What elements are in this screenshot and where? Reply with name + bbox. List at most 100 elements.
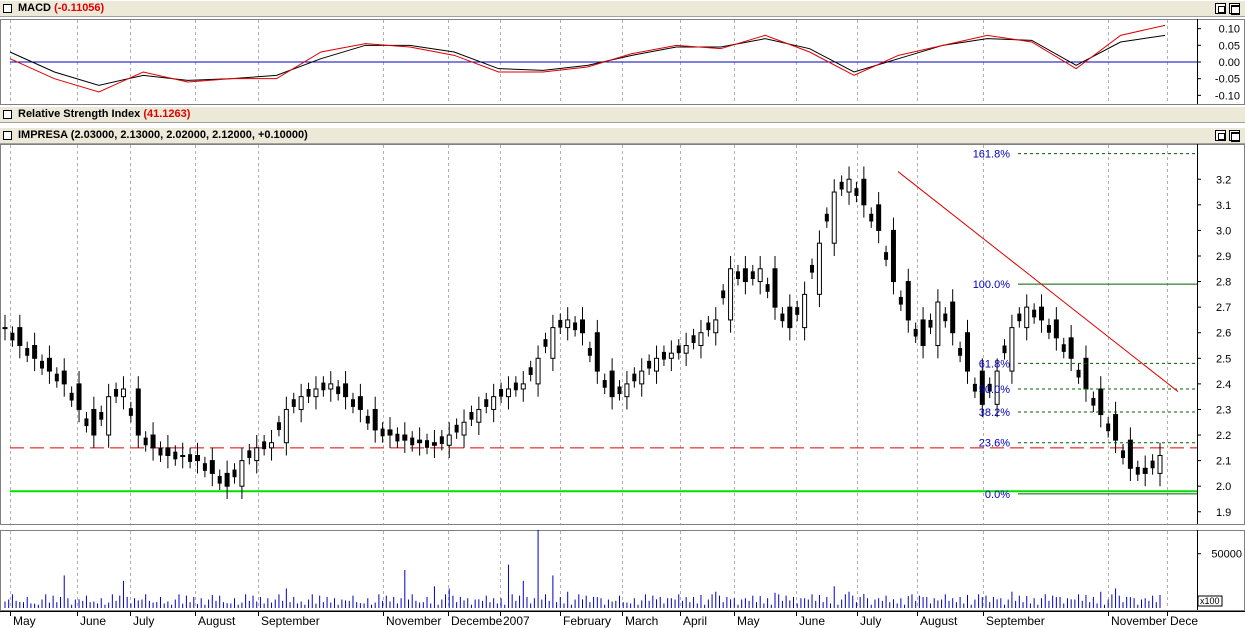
- price-bar: [1120, 450, 1125, 459]
- price-restore-button[interactable]: [1215, 130, 1226, 141]
- price-bar: [1024, 306, 1030, 329]
- price-bar: [558, 319, 563, 328]
- price-bar: [668, 352, 674, 359]
- price-bar: [972, 383, 977, 392]
- price-bar: [846, 178, 852, 193]
- price-bar: [1150, 460, 1155, 469]
- price-bar: [728, 268, 734, 321]
- macd-restore-button[interactable]: [1215, 3, 1226, 14]
- price-bar: [757, 268, 763, 283]
- price-bar: [713, 319, 719, 334]
- price-bar: [543, 339, 548, 347]
- x-tick-label: May: [13, 614, 36, 628]
- price-bar: [950, 301, 956, 334]
- price-bar: [232, 469, 237, 478]
- price-bar: [639, 370, 645, 385]
- price-bar: [1142, 467, 1148, 474]
- price-bar: [357, 396, 363, 410]
- macd-titlebar: MACD (-0.11056): [0, 0, 1245, 17]
- price-bar: [454, 424, 459, 433]
- price-bar: [173, 451, 178, 460]
- price-bar: [217, 475, 222, 484]
- x-tick-label: April: [683, 614, 707, 628]
- x-tick-label: August: [920, 614, 958, 628]
- price-bar: [239, 460, 245, 487]
- x-tick-label: August: [198, 614, 236, 628]
- price-bar: [706, 322, 711, 331]
- price-bar: [802, 293, 808, 329]
- price-bar: [987, 383, 992, 392]
- price-bar: [535, 357, 541, 385]
- price-bar: [106, 396, 112, 436]
- price-bar: [1039, 306, 1045, 321]
- price-bar: [654, 357, 660, 372]
- price-bar: [787, 306, 793, 329]
- fib-level-label: 100.0%: [973, 279, 1011, 291]
- price-bar: [580, 319, 585, 334]
- price-bar: [876, 204, 882, 231]
- price-bar: [602, 380, 607, 388]
- price-bar: [188, 454, 193, 462]
- price-bar: [54, 373, 59, 382]
- price-ytick-label: 3.2: [1216, 174, 1231, 186]
- price-bar: [935, 301, 941, 347]
- price-bar: [417, 439, 423, 444]
- price-bar: [25, 348, 30, 356]
- price-bar: [269, 442, 275, 449]
- price-bar: [513, 382, 518, 391]
- price-bar: [913, 328, 918, 337]
- price-bar: [824, 213, 829, 222]
- fib-level-label: 50.0%: [979, 384, 1010, 396]
- price-bar: [869, 213, 874, 222]
- price-bar: [1002, 345, 1007, 354]
- price-bar: [795, 307, 800, 315]
- price-bar: [224, 472, 230, 487]
- price-ytick-label: 3.1: [1216, 200, 1231, 212]
- price-bar: [1113, 414, 1119, 441]
- price-ytick-label: 2.1: [1216, 456, 1231, 468]
- price-bar: [439, 436, 444, 444]
- macd-series-line-0: [9, 34, 1166, 86]
- price-bar: [735, 271, 740, 280]
- price-bar: [165, 447, 171, 456]
- price-bar: [402, 434, 408, 441]
- macd-maximize-button[interactable]: [1229, 3, 1240, 15]
- x-tick-label: Dece: [1170, 614, 1198, 628]
- volume-unit-label: x100: [1200, 596, 1220, 606]
- x-tick-label: Decembe: [451, 614, 503, 628]
- x-tick-label: November: [1111, 614, 1166, 628]
- price-bar: [209, 460, 215, 474]
- price-titlebar: IMPRESA (2.03000, 2.13000, 2.02000, 2.12…: [0, 127, 1245, 144]
- price-bar: [321, 382, 326, 391]
- price-bar: [1083, 357, 1089, 390]
- price-bar: [10, 332, 15, 341]
- price-bar: [69, 392, 74, 401]
- price-bar: [520, 383, 526, 390]
- price-bar: [276, 422, 281, 430]
- price-bar: [609, 370, 615, 398]
- price-bar: [573, 322, 578, 331]
- price-bar: [594, 332, 600, 372]
- price-bar: [1053, 319, 1059, 339]
- price-bar: [180, 454, 186, 457]
- price-bar: [395, 433, 400, 442]
- price-bar: [387, 429, 393, 436]
- price-bar: [2, 327, 8, 330]
- x-tick-label: June: [799, 614, 825, 628]
- price-bar: [1157, 454, 1163, 474]
- price-bar: [1032, 309, 1037, 318]
- price-bar: [1098, 388, 1104, 416]
- price-bar: [1135, 467, 1140, 475]
- price-bar: [343, 383, 349, 398]
- macd-panel-icon: [3, 4, 12, 13]
- price-bar: [365, 415, 370, 424]
- price-bar: [994, 370, 1000, 405]
- price-bar: [565, 319, 571, 329]
- x-tick-label: July: [133, 614, 154, 628]
- price-bar: [550, 327, 556, 359]
- price-bar: [431, 442, 437, 446]
- x-tick-label: September: [261, 614, 320, 628]
- price-maximize-button[interactable]: [1229, 130, 1240, 142]
- price-bar: [920, 319, 926, 347]
